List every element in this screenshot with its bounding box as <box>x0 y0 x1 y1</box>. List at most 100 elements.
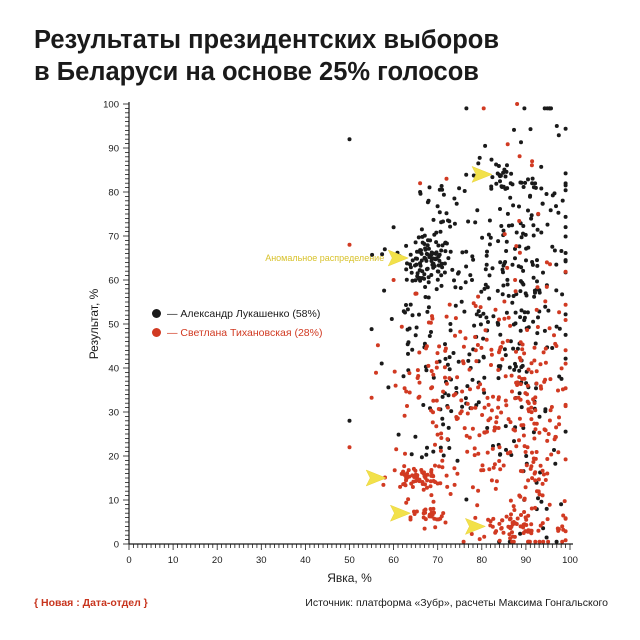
data-point <box>563 259 568 264</box>
data-point <box>421 511 426 516</box>
data-point <box>488 519 493 524</box>
data-point <box>445 484 450 489</box>
data-point <box>536 211 541 216</box>
data-point <box>426 280 431 285</box>
data-point <box>488 523 493 528</box>
data-point <box>540 493 545 498</box>
data-point <box>533 408 538 413</box>
data-point <box>399 471 404 476</box>
data-point <box>500 340 505 345</box>
x-tick-label: 100 <box>562 555 578 566</box>
data-point <box>496 239 501 244</box>
data-point <box>425 252 430 257</box>
data-point <box>409 452 414 457</box>
data-point <box>553 461 558 466</box>
data-point <box>405 404 409 408</box>
data-point <box>477 155 482 160</box>
data-point <box>546 539 551 544</box>
data-point <box>557 415 561 420</box>
data-point <box>517 375 522 380</box>
data-point <box>434 398 439 403</box>
data-point <box>556 133 561 138</box>
data-point <box>563 429 568 434</box>
data-point <box>563 302 568 307</box>
data-point <box>512 127 516 132</box>
data-point <box>447 302 452 307</box>
data-point <box>430 262 435 267</box>
data-point <box>494 415 499 420</box>
data-point <box>447 376 452 381</box>
data-point <box>441 389 446 394</box>
data-point <box>413 333 418 338</box>
data-point <box>489 352 494 357</box>
data-point <box>431 449 436 454</box>
data-point <box>486 232 491 237</box>
data-point <box>522 315 527 320</box>
data-point <box>522 106 527 111</box>
legend-item-lukashenko: — Александр Лукашенко (58%) <box>152 304 322 323</box>
data-point <box>476 309 481 314</box>
data-point <box>465 401 470 406</box>
data-point <box>485 249 489 254</box>
data-point <box>508 195 513 200</box>
data-point <box>531 397 536 402</box>
data-point <box>539 230 544 235</box>
data-point <box>403 451 407 456</box>
data-point <box>513 289 518 294</box>
data-point <box>461 539 466 544</box>
y-tick-label: 100 <box>103 100 119 111</box>
x-tick-label: 60 <box>388 555 399 566</box>
data-point <box>424 344 429 349</box>
data-point <box>513 278 518 282</box>
data-point <box>425 309 430 314</box>
data-point <box>496 405 501 410</box>
data-point <box>512 367 517 372</box>
data-point <box>436 407 441 411</box>
data-point <box>422 272 427 277</box>
data-point <box>472 453 477 458</box>
data-point <box>505 338 510 343</box>
data-point <box>463 336 468 341</box>
data-point <box>392 468 397 473</box>
data-point <box>418 190 423 194</box>
x-tick-label: 30 <box>256 555 267 566</box>
y-tick-label: 40 <box>108 364 119 375</box>
data-point <box>514 349 518 354</box>
data-point <box>487 273 492 278</box>
data-point <box>389 317 394 321</box>
data-point <box>458 329 463 334</box>
data-point <box>548 408 553 413</box>
data-point <box>416 374 421 378</box>
data-point <box>518 315 523 320</box>
data-point <box>523 180 528 185</box>
data-point <box>472 323 477 328</box>
data-point <box>433 442 437 447</box>
data-point <box>526 245 531 250</box>
data-point <box>538 362 543 367</box>
data-point <box>515 102 520 106</box>
data-point <box>563 516 568 521</box>
data-point <box>439 248 444 253</box>
data-point <box>519 140 523 145</box>
data-point <box>406 497 411 502</box>
data-point <box>517 368 522 373</box>
data-point <box>464 433 469 438</box>
data-point <box>533 341 538 346</box>
data-point <box>563 214 568 219</box>
data-point <box>444 381 449 386</box>
x-tick-label: 80 <box>477 555 488 566</box>
axes: 0 10 20 30 40 50 60 70 80 90 100 0 10 20 30 40 50 60 70 80 9… <box>87 100 578 586</box>
data-point <box>447 446 452 450</box>
data-point <box>556 210 561 215</box>
data-point <box>423 285 428 289</box>
data-point <box>482 375 487 380</box>
data-point <box>442 261 447 266</box>
data-point <box>459 398 464 403</box>
data-point <box>508 339 513 344</box>
data-point <box>545 222 550 227</box>
data-point <box>408 252 413 257</box>
data-point <box>431 375 436 380</box>
data-point <box>532 294 537 299</box>
data-point <box>552 248 557 253</box>
data-point <box>529 506 534 511</box>
